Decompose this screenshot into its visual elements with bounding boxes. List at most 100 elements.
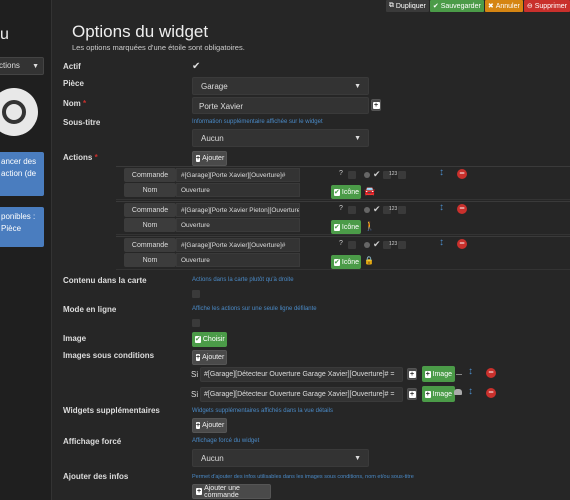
page-subtitle: Les options marquées d'une étoile sont o… <box>72 43 245 52</box>
action-row <box>116 166 570 200</box>
cancel-button[interactable]: ✖ Annuler <box>484 0 523 12</box>
check-icon: ✔ <box>432 3 439 10</box>
label-nom: Nom * <box>63 99 87 108</box>
commande-label: Commande <box>124 203 176 217</box>
caret-down-icon: ▼ <box>354 83 361 90</box>
walker-icon: 🚶 <box>364 221 376 231</box>
icone-button[interactable]: ✔ Icône <box>331 185 361 199</box>
sidebar-select[interactable]: ctions ▼ <box>0 57 44 75</box>
action-nom-input[interactable]: Ouverture <box>176 218 300 232</box>
caret-down-icon: ▼ <box>32 63 39 70</box>
action-row <box>116 236 570 270</box>
color-dot[interactable] <box>364 242 370 248</box>
nom-add-button[interactable]: + <box>371 99 381 111</box>
nom-input[interactable]: Porte Xavier <box>192 97 369 114</box>
label-ajouter-infos: Ajouter des infos <box>63 472 129 481</box>
caret-down-icon: ▼ <box>354 135 361 142</box>
nom-label: Nom <box>124 183 176 197</box>
sidebar-title: u <box>0 26 9 43</box>
commande-input[interactable]: #[Garage][Porte Xavier][Ouverture]# <box>176 238 300 252</box>
commande-input[interactable]: #[Garage][Porte Xavier Pieton][Ouverture… <box>176 203 300 217</box>
action-option-checkbox[interactable] <box>398 241 406 249</box>
action-row <box>116 201 570 235</box>
garage-image-thumb <box>454 389 462 395</box>
actions-add-button[interactable]: + Ajouter <box>192 151 227 166</box>
check-icon: ✔ <box>334 223 340 231</box>
label-mode: Mode en ligne <box>63 305 117 314</box>
icone-button[interactable]: ✔ Icône <box>331 220 361 234</box>
move-arrows-icon[interactable]: ↕ <box>439 237 444 248</box>
action-option-checkbox[interactable] <box>398 171 406 179</box>
mode-checkbox[interactable] <box>192 319 200 327</box>
delete-action-icon[interactable]: − <box>457 204 467 214</box>
delete-action-icon[interactable]: − <box>457 239 467 249</box>
piece-select[interactable]: Garage ▼ <box>192 77 369 95</box>
delete-button[interactable]: ⊖ Supprimer <box>523 0 570 12</box>
plus-icon: + <box>425 390 431 398</box>
choisir-button[interactable]: ✔ Choisir <box>192 332 227 347</box>
images-cond-add-button[interactable]: + Ajouter <box>192 350 227 365</box>
action-option-checkbox[interactable] <box>383 241 391 249</box>
action-nom-input[interactable]: Ouverture <box>176 253 300 267</box>
duplicate-button[interactable]: ⧉ Dupliquer <box>385 0 429 12</box>
sous-titre-select[interactable]: Aucun ▼ <box>192 129 369 147</box>
condition-input[interactable]: #[Garage][Détecteur Ouverture Garage Xav… <box>200 387 403 402</box>
plus-icon: + <box>425 370 431 378</box>
actif-checkbox[interactable]: ✔ <box>192 61 201 72</box>
icone-button[interactable]: ✔ Icône <box>331 255 361 269</box>
delete-action-icon[interactable]: − <box>457 169 467 179</box>
color-dot[interactable] <box>364 207 370 213</box>
check-icon[interactable]: ✔ <box>373 204 381 214</box>
affichage-force-hint: Affichage forcé du widget <box>192 438 260 444</box>
condition-add-button[interactable]: + <box>407 368 417 380</box>
label-sous-titre: Sous-titre <box>63 118 101 127</box>
help-icon[interactable]: ? <box>339 240 343 247</box>
affichage-force-select[interactable]: Aucun ▼ <box>192 449 369 467</box>
delete-condition-icon[interactable]: − <box>486 368 496 378</box>
color-dot[interactable] <box>364 172 370 178</box>
condition-image-button[interactable]: + Image <box>422 366 455 382</box>
action-option-checkbox[interactable] <box>398 206 406 214</box>
dash-icon <box>456 374 462 375</box>
commande-input[interactable]: #[Garage][Porte Xavier][Ouverture]# <box>176 168 300 182</box>
widgets-supp-add-button[interactable]: + Ajouter <box>192 418 227 433</box>
contenu-checkbox[interactable] <box>192 290 200 298</box>
move-arrows-icon[interactable]: ↕ <box>439 167 444 178</box>
plus-icon: + <box>196 354 201 361</box>
check-icon[interactable]: ✔ <box>373 169 381 179</box>
ajouter-commande-button[interactable]: + Ajouter une commande <box>192 484 271 499</box>
move-arrows-icon[interactable]: ↕ <box>468 366 473 377</box>
action-option-checkbox[interactable] <box>348 206 356 214</box>
plus-icon: + <box>196 422 201 429</box>
label-actions: Actions * <box>63 153 98 162</box>
label-image: Image <box>63 334 87 343</box>
action-option-checkbox[interactable] <box>383 171 391 179</box>
check-icon: ✔ <box>334 258 340 266</box>
badge-123: 123 <box>389 206 398 212</box>
move-arrows-icon[interactable]: ↕ <box>468 386 473 397</box>
condition-input[interactable]: #[Garage][Détecteur Ouverture Garage Xav… <box>200 367 403 382</box>
lock-icon: 🔒 <box>364 256 374 265</box>
move-arrows-icon[interactable]: ↕ <box>439 202 444 213</box>
delete-condition-icon[interactable]: − <box>486 388 496 398</box>
save-button[interactable]: ✔ Sauvegarder <box>429 0 484 12</box>
action-option-checkbox[interactable] <box>348 241 356 249</box>
nom-label: Nom <box>124 218 176 232</box>
minus-icon: ⊖ <box>526 3 533 10</box>
commande-label: Commande <box>124 238 176 252</box>
condition-image-button[interactable]: + Image <box>422 386 455 402</box>
sidebar-info-box-2[interactable]: ponibles : Pièce <box>0 207 44 247</box>
condition-add-button[interactable]: + <box>407 388 417 400</box>
check-icon[interactable]: ✔ <box>373 239 381 249</box>
sidebar-info-box[interactable]: ancer des action (de <box>0 152 44 196</box>
plus-icon: + <box>196 488 203 495</box>
help-icon[interactable]: ? <box>339 205 343 212</box>
check-icon: ✔ <box>195 336 201 343</box>
action-option-checkbox[interactable] <box>383 206 391 214</box>
action-nom-input[interactable]: Ouverture <box>176 183 300 197</box>
help-icon[interactable]: ? <box>339 170 343 177</box>
action-option-checkbox[interactable] <box>348 171 356 179</box>
sous-titre-hint: Information supplémentaire affichée sur … <box>192 119 323 125</box>
plus-icon: + <box>408 370 416 378</box>
top-toolbar: ⧉ Dupliquer ✔ Sauvegarder ✖ Annuler ⊖ Suppri… <box>385 0 570 12</box>
